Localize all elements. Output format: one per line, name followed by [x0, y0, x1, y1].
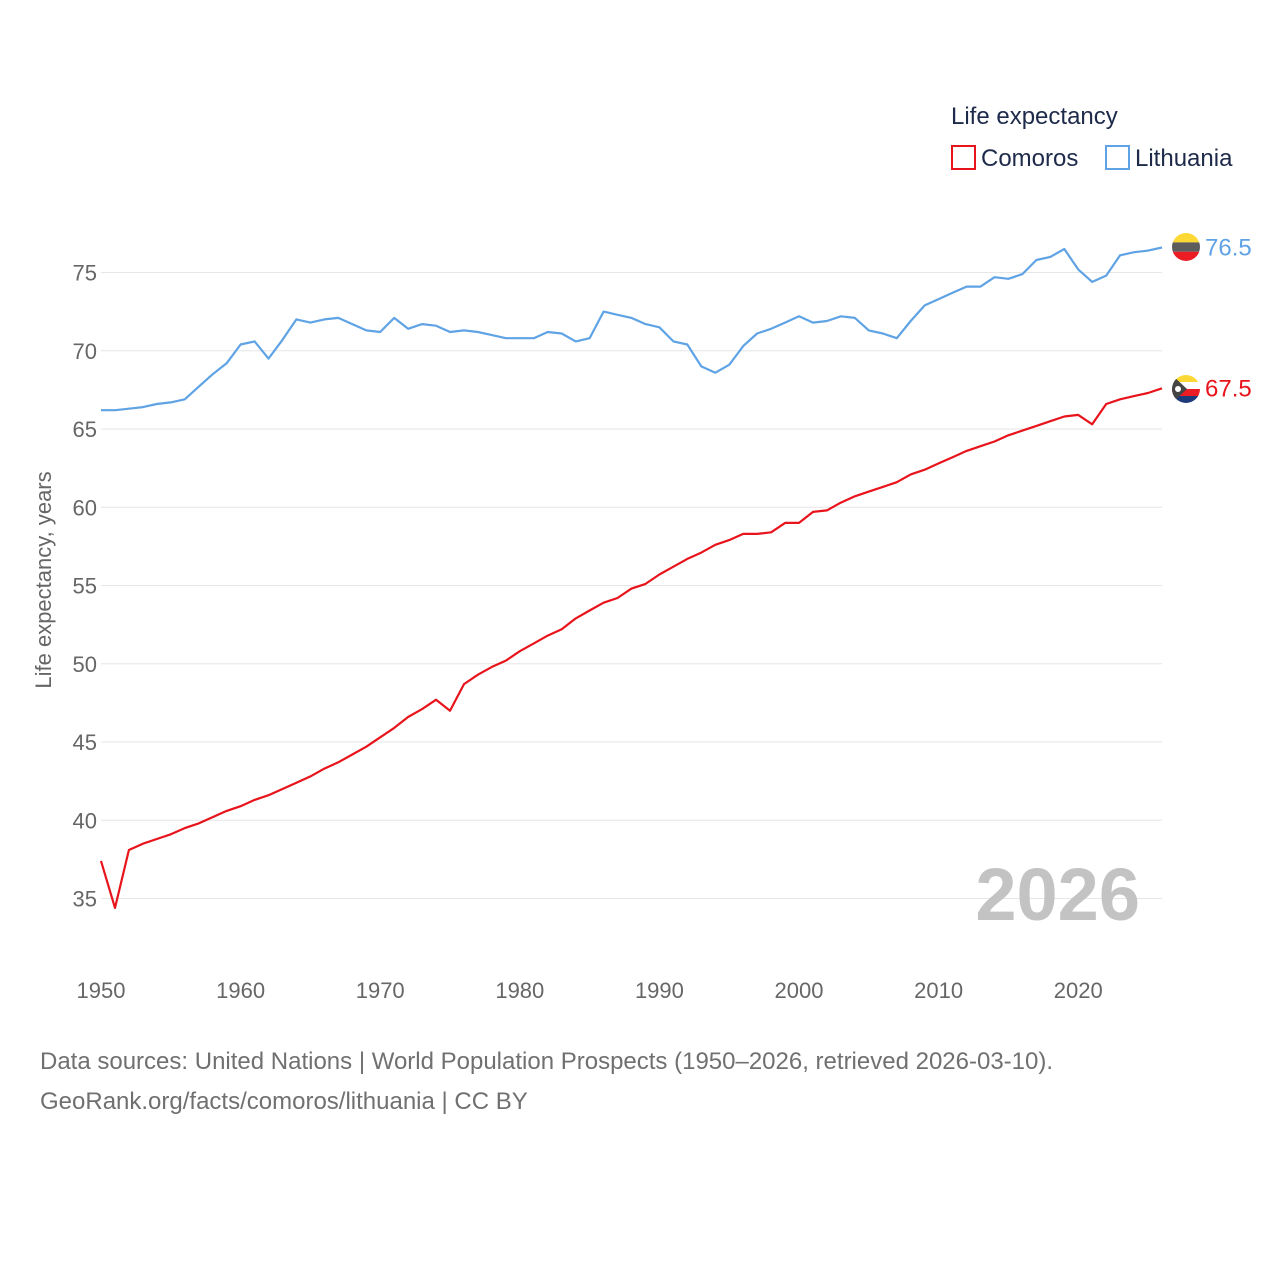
series-end-markers	[1172, 233, 1200, 403]
source-line-2: GeoRank.org/facts/comoros/lithuania | CC…	[40, 1088, 528, 1115]
y-tick-label-70: 70	[73, 339, 97, 364]
legend-label-lithuania: Lithuania	[1135, 145, 1233, 172]
x-tick-label-1980: 1980	[495, 978, 544, 1003]
lithuania-flag-icon	[1172, 233, 1200, 261]
x-tick-label-2010: 2010	[914, 978, 963, 1003]
y-tick-label-75: 75	[73, 261, 97, 286]
x-tick-label-2020: 2020	[1054, 978, 1103, 1003]
legend-item-comoros[interactable]: Comoros	[951, 145, 1078, 172]
x-tick-label-2000: 2000	[775, 978, 824, 1003]
legend-swatch-lithuania	[1105, 145, 1130, 170]
y-tick-label-65: 65	[73, 417, 97, 442]
y-axis-ticks: 35 40 45 50 55 60 65 70 75	[73, 261, 97, 912]
year-watermark: 2026	[975, 853, 1140, 936]
y-tick-label-40: 40	[73, 808, 97, 833]
y-tick-label-60: 60	[73, 495, 97, 520]
legend-swatch-comoros	[951, 145, 976, 170]
series-lines	[99, 246, 1163, 910]
y-axis-label: Life expectancy, years	[31, 471, 56, 688]
source-line-1: Data sources: United Nations | World Pop…	[40, 1048, 1054, 1075]
y-tick-label-45: 45	[73, 730, 97, 755]
legend-title: Life expectancy	[951, 103, 1118, 130]
y-tick-label-35: 35	[73, 887, 97, 912]
end-label-lithuania: 76.5	[1205, 234, 1252, 261]
end-label-comoros: 67.5	[1205, 375, 1252, 402]
series-line-comoros	[99, 387, 1163, 910]
y-tick-label-50: 50	[73, 652, 97, 677]
gridlines	[101, 272, 1162, 899]
series-line-lithuania	[101, 246, 1163, 412]
x-tick-label-1960: 1960	[216, 978, 265, 1003]
source-note: Data sources: United Nations | World Pop…	[40, 1042, 1053, 1122]
x-tick-label-1970: 1970	[356, 978, 405, 1003]
x-tick-label-1950: 1950	[77, 978, 126, 1003]
comoros-flag-icon	[1172, 375, 1200, 403]
legend-item-lithuania[interactable]: Lithuania	[1105, 145, 1233, 172]
x-tick-label-1990: 1990	[635, 978, 684, 1003]
legend-label-comoros: Comoros	[981, 145, 1078, 172]
y-tick-label-55: 55	[73, 574, 97, 599]
x-axis-ticks: 1950 1960 1970 1980 1990 2000 2010 2020	[77, 978, 1103, 1003]
series-end-labels: 67.5 76.5	[1205, 234, 1252, 402]
